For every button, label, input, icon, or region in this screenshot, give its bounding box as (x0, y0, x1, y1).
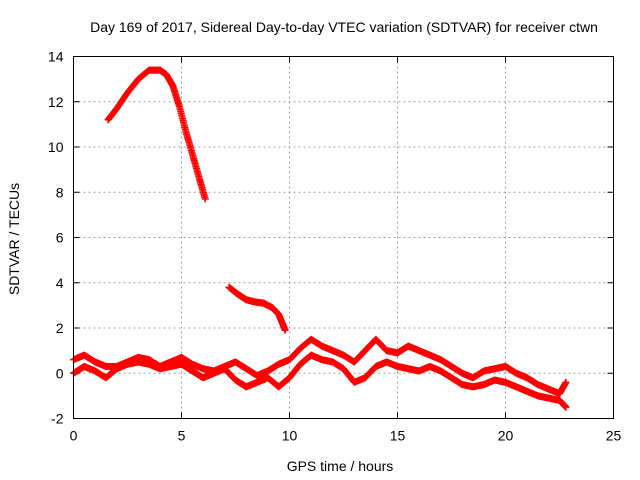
y-tick-label: 6 (56, 230, 64, 246)
data-point (201, 195, 209, 203)
y-tick-label: 14 (48, 49, 64, 65)
y-tick-label: 4 (56, 275, 64, 291)
series-arc-mid (225, 283, 289, 334)
plot-frame (73, 56, 614, 419)
y-tick-label: 10 (48, 139, 64, 155)
series-band-b (70, 351, 570, 411)
data-point (562, 403, 570, 411)
data-point (562, 378, 570, 386)
y-tick-label: 8 (56, 184, 64, 200)
x-tick-label: 20 (498, 428, 514, 444)
x-tick-label: 10 (282, 428, 298, 444)
y-axis-title: SDTVAR / TECUs (6, 183, 22, 295)
x-tick-label: 15 (390, 428, 406, 444)
x-tick-label: 25 (606, 428, 622, 444)
x-axis-title: GPS time / hours (287, 458, 394, 474)
series-arc-high (104, 66, 209, 203)
y-tick-label: 12 (48, 94, 64, 110)
y-tick-label: 2 (56, 320, 64, 336)
y-tick-label: -2 (51, 411, 64, 427)
y-tick-label: 0 (56, 365, 64, 381)
chart-title: Day 169 of 2017, Sidereal Day-to-day VTE… (90, 19, 598, 35)
data-point (281, 326, 289, 334)
x-tick-label: 5 (178, 428, 186, 444)
data-points (70, 66, 570, 411)
x-tick-label: 0 (70, 428, 78, 444)
